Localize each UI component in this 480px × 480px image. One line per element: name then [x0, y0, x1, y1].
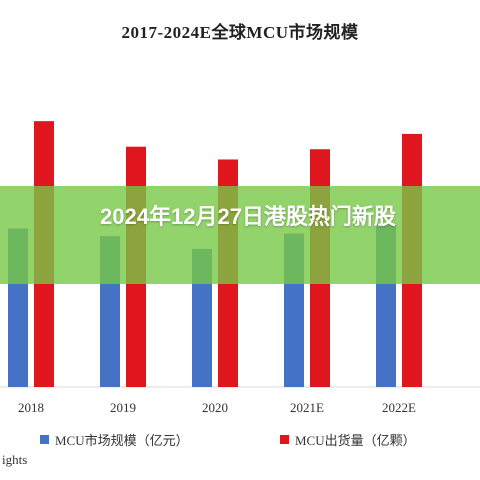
x-tick-label-2021E: 2021E: [290, 400, 324, 415]
legend-item-shipments: MCU出货量（亿颗）: [280, 430, 416, 449]
legend-swatch-red: [280, 435, 289, 444]
x-tick-label-2020: 2020: [202, 400, 228, 415]
x-tick-label-2018: 2018: [18, 400, 44, 415]
x-tick-label-2019: 2019: [110, 400, 136, 415]
x-tick-label-2022E: 2022E: [382, 400, 416, 415]
chart-title: 2017-2024E全球MCU市场规模: [121, 23, 359, 42]
source-footnote: ights: [2, 452, 28, 467]
banner-title: 2024年12月27日港股热门新股: [100, 204, 396, 229]
legend-swatch-blue: [40, 435, 49, 444]
legend-label: MCU市场规模（亿元）: [55, 433, 189, 448]
x-tick-labels: 2018 2019 2020 2021E 2022E: [18, 400, 416, 415]
legend-label: MCU出货量（亿颗）: [295, 433, 416, 448]
legend-item-market-size: MCU市场规模（亿元）: [40, 430, 189, 449]
banner-overlay: [0, 186, 480, 284]
